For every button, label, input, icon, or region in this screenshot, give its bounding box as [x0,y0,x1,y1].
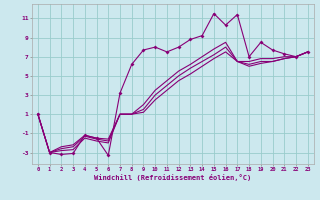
X-axis label: Windchill (Refroidissement éolien,°C): Windchill (Refroidissement éolien,°C) [94,174,252,181]
